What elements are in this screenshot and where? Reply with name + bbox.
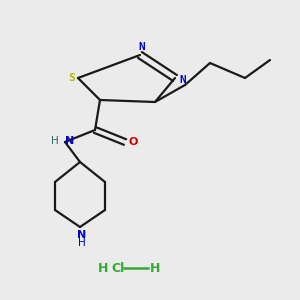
Text: H: H	[78, 238, 86, 248]
Text: N: N	[65, 136, 75, 146]
Text: H: H	[51, 136, 59, 146]
Text: N: N	[180, 75, 186, 85]
Text: S: S	[69, 73, 75, 83]
Text: O: O	[128, 137, 138, 147]
Text: H: H	[150, 262, 160, 275]
Text: N: N	[139, 42, 145, 52]
Text: Cl: Cl	[111, 262, 124, 275]
Text: H: H	[98, 262, 108, 275]
Text: N: N	[77, 230, 87, 240]
